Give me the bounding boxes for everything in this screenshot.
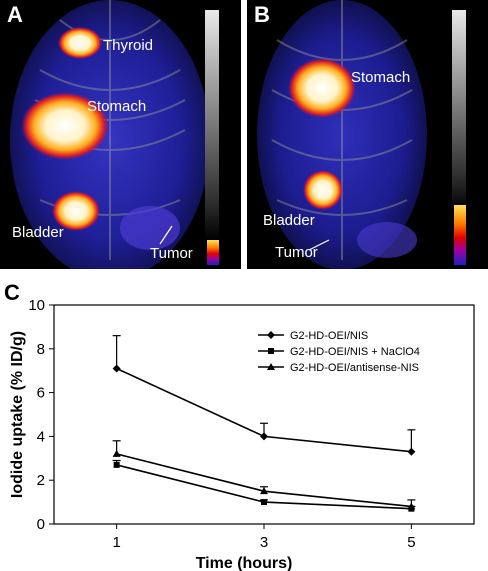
bladder-label-a: Bladder <box>12 224 64 241</box>
legend-label-2: G2-HD-OEI/NIS + NaClO4 <box>290 346 420 358</box>
panel-a-image: A Thyroid Stomach Bladder Tumor <box>0 0 241 269</box>
legend-marker <box>268 348 274 354</box>
x-tick-label: 1 <box>112 534 120 551</box>
thyroid-label: Thyroid <box>103 37 154 54</box>
legend-marker <box>267 363 275 370</box>
data-point <box>407 502 416 510</box>
y-tick-label: 4 <box>37 428 45 445</box>
panel-c-letter: C <box>4 280 20 305</box>
legend-label-3: G2-HD-OEI/antisense-NIS <box>290 362 419 374</box>
bladder-label-b: Bladder <box>263 212 315 229</box>
data-point <box>261 499 267 506</box>
tumor-label-a: Tumor <box>150 245 193 262</box>
data-point <box>260 432 268 441</box>
panel-b-image: B Stomach Bladder Tumor <box>247 0 488 269</box>
y-axis-label: Iodide uptake (% ID/g) <box>9 331 26 498</box>
data-point <box>112 449 121 457</box>
y-tick-label: 0 <box>37 516 45 533</box>
legend-label-1: G2-HD-OEI/NIS <box>290 330 368 342</box>
data-point <box>260 487 268 495</box>
stomach-label-b: Stomach <box>351 69 411 86</box>
x-axis-label: Time (hours) <box>196 555 293 571</box>
panel-a-letter: A <box>7 2 23 27</box>
panel-b-letter: B <box>254 2 270 27</box>
panel-a-scale-arrow <box>224 172 232 266</box>
tumor-label-b: Tumor <box>275 244 318 261</box>
y-tick-label: 8 <box>37 341 45 358</box>
panel-b-scale-arrow <box>471 172 479 266</box>
data-point <box>407 447 416 456</box>
panel-b-scale-label: Increasing activity <box>476 182 487 262</box>
series-line-3 <box>116 453 412 508</box>
uptake-chart: 0 2 4 6 8 10 1 3 5 Time (hours) Iodide uptake (% I… <box>9 297 475 571</box>
y-tick-label: 6 <box>37 385 45 402</box>
stomach-label-a: Stomach <box>87 98 147 115</box>
x-tick-label: 5 <box>407 534 415 551</box>
panel-a-scan <box>0 0 241 269</box>
y-tick-label: 10 <box>28 297 45 314</box>
panel-a-scale-label: Increasing activity <box>229 182 240 262</box>
y-tick-label: 2 <box>37 472 45 489</box>
data-point <box>113 461 120 468</box>
panel-b-scan <box>247 0 488 269</box>
legend-marker <box>267 331 275 339</box>
data-point <box>112 364 121 373</box>
x-tick-label: 3 <box>260 534 268 551</box>
